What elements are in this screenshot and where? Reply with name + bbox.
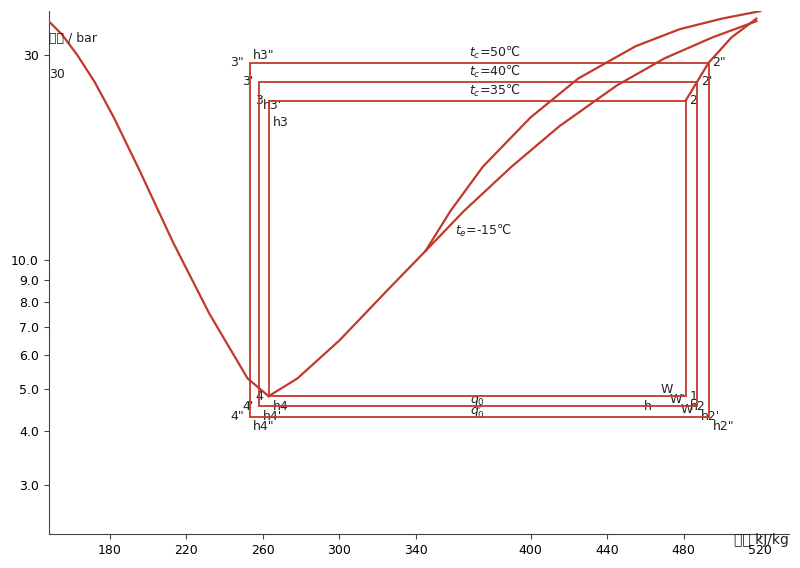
Text: h3': h3' [263,99,282,112]
Text: 3: 3 [255,94,263,107]
Text: W': W' [670,392,686,406]
Text: 1: 1 [690,390,698,403]
Text: $t_e$=-15℃: $t_e$=-15℃ [454,223,511,239]
Text: h4': h4' [263,410,282,423]
Text: 焊値 kJ/kg: 焊値 kJ/kg [734,533,789,546]
Text: 3": 3" [230,56,244,69]
Text: h3: h3 [273,116,288,130]
Text: $t_c$=35℃: $t_c$=35℃ [470,83,521,99]
Text: h: h [643,400,651,413]
Text: 3': 3' [242,76,254,89]
Text: h4: h4 [273,399,288,412]
Text: $t_c$=40℃: $t_c$=40℃ [470,64,521,81]
Text: 4: 4 [255,390,263,403]
Text: 30: 30 [49,68,65,81]
Text: 4": 4" [230,410,244,423]
Text: h4": h4" [254,420,275,433]
Text: 4': 4' [242,400,254,412]
Text: h2': h2' [701,410,720,423]
Text: $q_0'$: $q_0'$ [470,402,485,420]
Text: $t_c$=50℃: $t_c$=50℃ [470,45,521,61]
Text: h2: h2 [690,400,705,413]
Text: 2": 2" [712,56,726,69]
Text: W: W [660,383,673,396]
Text: $q_0$: $q_0$ [470,394,485,408]
Text: 2: 2 [690,94,698,107]
Text: 2': 2' [701,76,712,89]
Text: W": W" [680,403,698,416]
Text: 压力 / bar: 压力 / bar [49,32,97,45]
Text: h2": h2" [712,420,734,433]
Text: h3": h3" [254,49,275,62]
